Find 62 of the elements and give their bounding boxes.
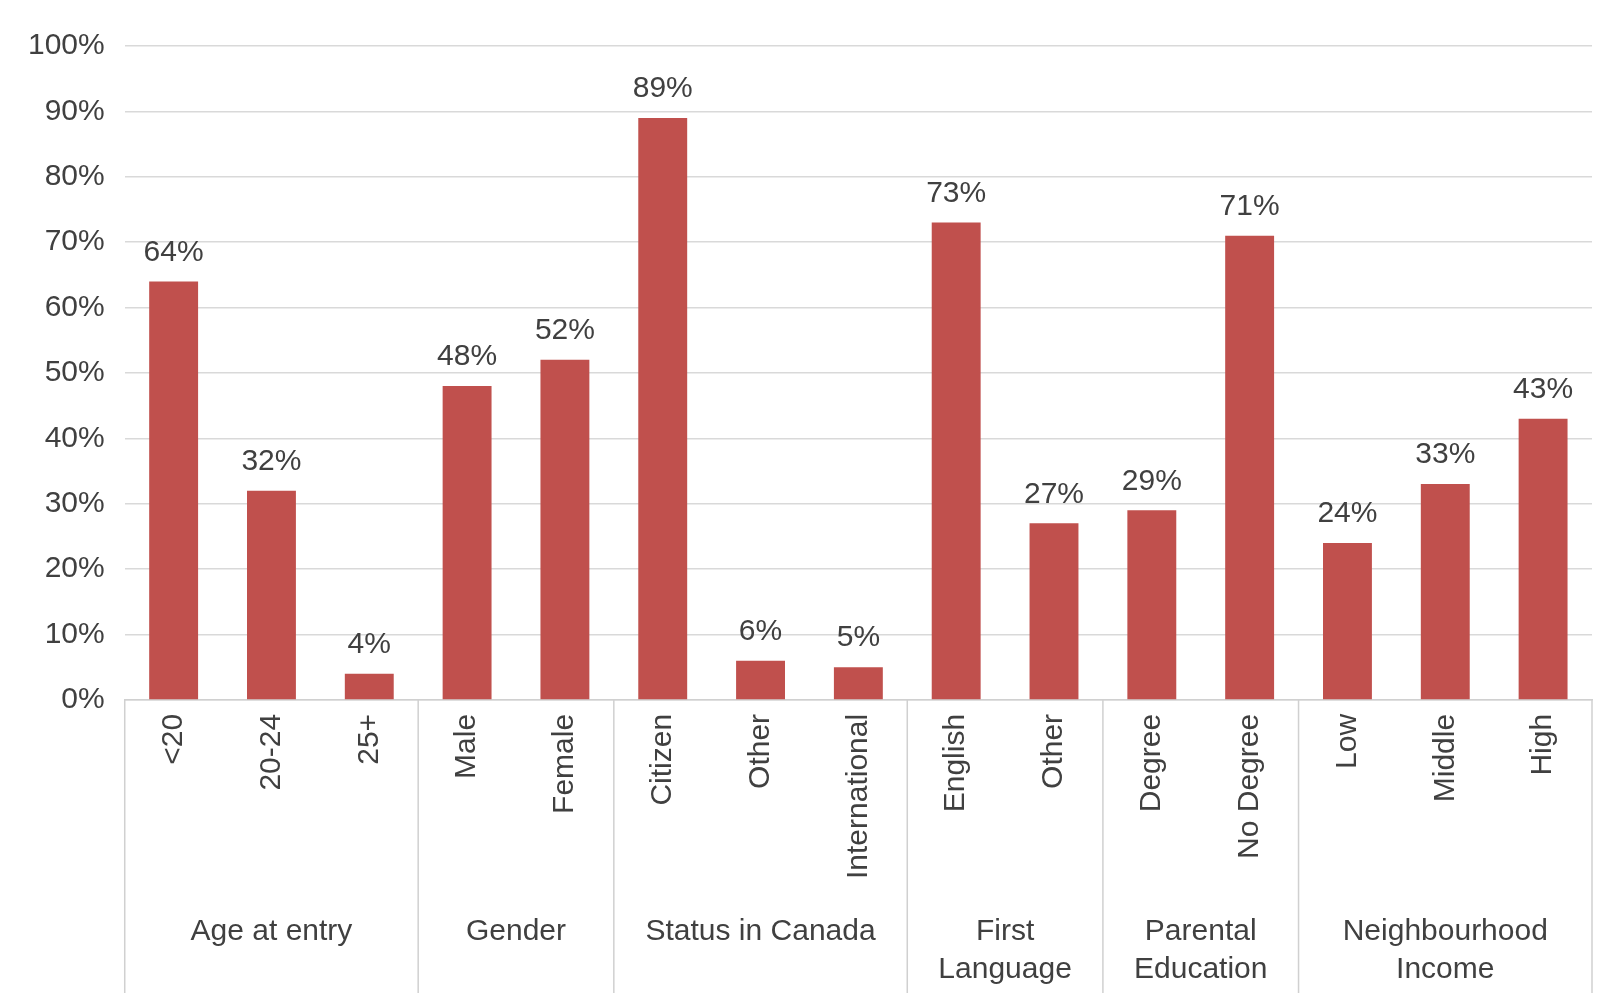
bar: [1127, 510, 1177, 700]
y-tick-label: 50%: [44, 354, 105, 388]
data-label: 5%: [836, 619, 881, 653]
x-tick-label: <20: [154, 713, 188, 765]
x-tick-label: Male: [448, 713, 482, 779]
text: Status in Canada: [645, 912, 876, 946]
data-label: 33%: [1415, 436, 1476, 470]
x-tick-label: Female: [546, 713, 580, 814]
bar: [344, 673, 394, 700]
data-label: 24%: [1317, 495, 1378, 529]
bar: [1225, 235, 1275, 700]
x-tick-label: Other: [741, 713, 775, 789]
x-tick-label: No Degree: [1230, 713, 1264, 859]
y-tick-label: 80%: [44, 158, 105, 192]
data-label: 71%: [1219, 187, 1280, 221]
x-tick-label: Citizen: [643, 713, 677, 806]
y-tick-label: 40%: [44, 419, 105, 453]
bar: [149, 281, 199, 700]
x-tick-label: High: [1524, 713, 1558, 776]
data-label: 29%: [1121, 462, 1182, 496]
bar: [1420, 484, 1470, 700]
bar: [247, 490, 296, 700]
x-tick-label: Degree: [1133, 713, 1167, 813]
bar: [540, 359, 590, 700]
x-tick-label: Other: [1035, 713, 1069, 789]
data-label: 89%: [632, 70, 693, 104]
bar: [931, 222, 981, 700]
y-tick-label: 10%: [44, 615, 105, 649]
data-label: 73%: [926, 174, 987, 208]
x-tick-label: 20-24: [252, 713, 286, 791]
bar: [1323, 542, 1372, 700]
x-tick-label: Middle: [1426, 713, 1460, 803]
text: Gender: [465, 912, 567, 946]
bar: [442, 386, 492, 700]
bar: [1518, 418, 1568, 700]
data-label: 6%: [738, 612, 783, 646]
y-tick-label: 0%: [61, 681, 105, 715]
data-label: 32%: [241, 442, 302, 476]
bar: [1029, 523, 1079, 700]
y-tick-label: 100%: [27, 27, 105, 61]
text: Age at entry: [190, 912, 353, 946]
text: Neighbourhood Income: [1342, 912, 1548, 984]
bar: [833, 667, 883, 700]
y-tick-label: 60%: [44, 288, 105, 322]
y-tick-label: 70%: [44, 223, 105, 257]
text: Parental Education: [1134, 912, 1268, 984]
data-label: 43%: [1513, 370, 1574, 404]
bar: [638, 117, 688, 700]
text: First Language: [938, 912, 1072, 984]
y-tick-label: 90%: [44, 92, 105, 126]
x-tick-label: International: [839, 713, 873, 880]
bar: [736, 660, 785, 700]
data-label: 27%: [1023, 475, 1085, 509]
y-tick-label: 20%: [44, 550, 105, 584]
x-tick-label: Low: [1328, 713, 1362, 769]
y-tick-label: 30%: [44, 484, 105, 518]
data-label: 64%: [143, 233, 204, 267]
x-tick-label: 25+: [350, 713, 384, 765]
data-label: 4%: [347, 625, 391, 659]
data-label: 48%: [437, 338, 498, 372]
data-label: 52%: [534, 312, 595, 346]
x-tick-label: English: [937, 713, 971, 813]
